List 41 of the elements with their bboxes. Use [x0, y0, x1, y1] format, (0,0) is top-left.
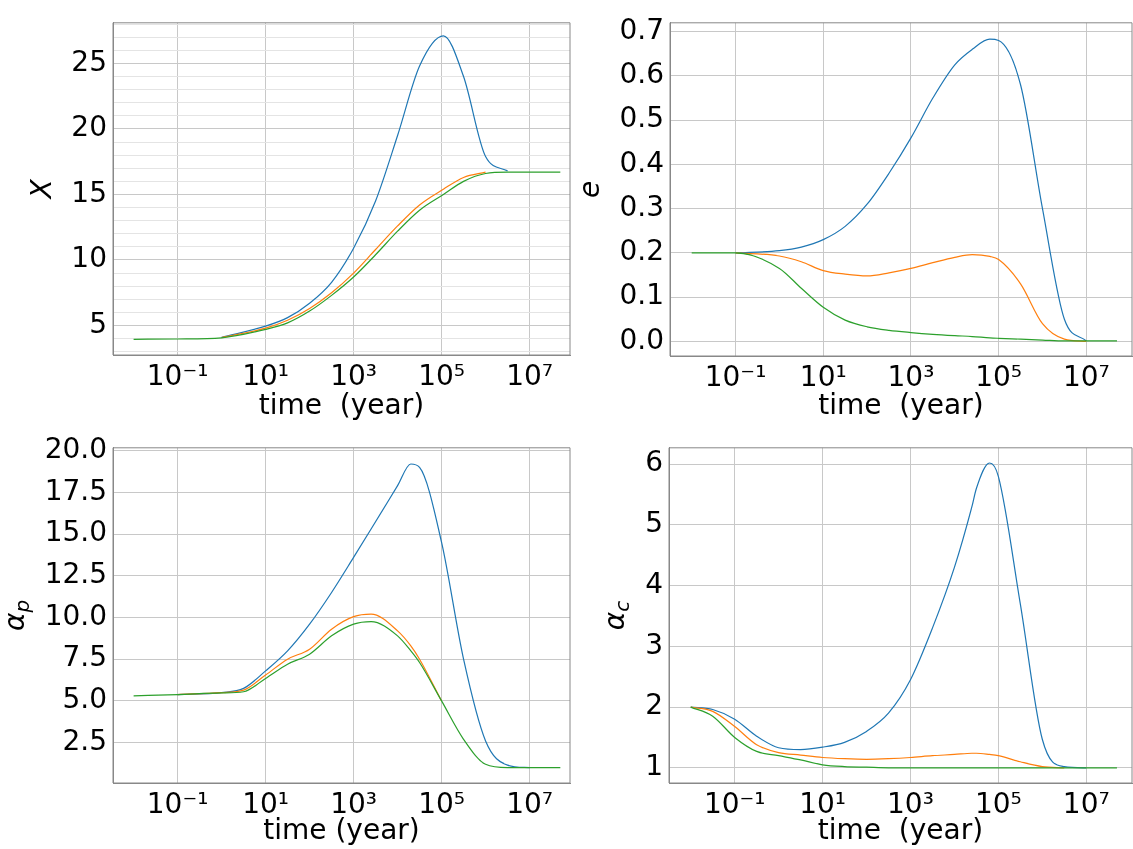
x-tick-label: 10⁷ [1062, 360, 1110, 394]
y-tick-label: 0.1 [619, 278, 664, 312]
x-tick-label: 10⁻¹ [704, 360, 767, 394]
y-tick-label: 0.2 [619, 234, 664, 268]
y-axis-title: αc [598, 600, 635, 631]
y-tick-label: 12.5 [44, 557, 107, 591]
y-axis-title: αp [0, 599, 34, 631]
y-tick-label: 15.0 [44, 515, 107, 549]
y-tick-label: 20 [71, 110, 107, 144]
y-tick-label: 17.5 [44, 473, 107, 507]
y-tick-label: 20.0 [44, 431, 107, 465]
x-axis-title: time (year) [818, 388, 984, 422]
y-tick-label: 5 [89, 306, 107, 340]
y-tick-label: 5 [645, 506, 663, 540]
y-tick-label: 0.6 [619, 57, 664, 91]
y-tick-label: 0.0 [619, 322, 664, 356]
y-axis-title: e [572, 180, 606, 199]
y-tick-label: 15 [71, 175, 107, 209]
y-tick-label: 10.0 [44, 598, 107, 632]
y-tick-label: 0.4 [619, 145, 664, 179]
y-tick-label: 1 [645, 749, 663, 783]
x-tick-label: 10⁻¹ [146, 787, 209, 821]
y-tick-label: 2 [645, 688, 663, 722]
y-axis-title: X [24, 178, 58, 201]
x-tick-label: 10⁻¹ [146, 359, 209, 393]
y-tick-label: 6 [645, 445, 663, 479]
x-tick-label: 10⁷ [506, 359, 553, 393]
y-tick-label: 2.5 [62, 723, 107, 757]
y-tick-label: 25 [71, 44, 107, 78]
y-tick-label: 7.5 [62, 640, 107, 674]
x-tick-label: 10⁵ [418, 787, 466, 821]
y-tick-label: 0.5 [619, 101, 664, 135]
y-tick-label: 4 [645, 566, 663, 600]
y-tick-label: 0.7 [619, 12, 664, 46]
y-tick-label: 5.0 [62, 682, 107, 716]
y-tick-label: 10 [71, 241, 107, 275]
y-tick-label: 3 [645, 627, 663, 661]
x-tick-label: 10⁷ [506, 787, 553, 821]
y-tick-label: 0.3 [619, 189, 664, 223]
x-tick-label: 10⁷ [1062, 787, 1110, 821]
x-tick-label: 10⁻¹ [703, 787, 766, 821]
